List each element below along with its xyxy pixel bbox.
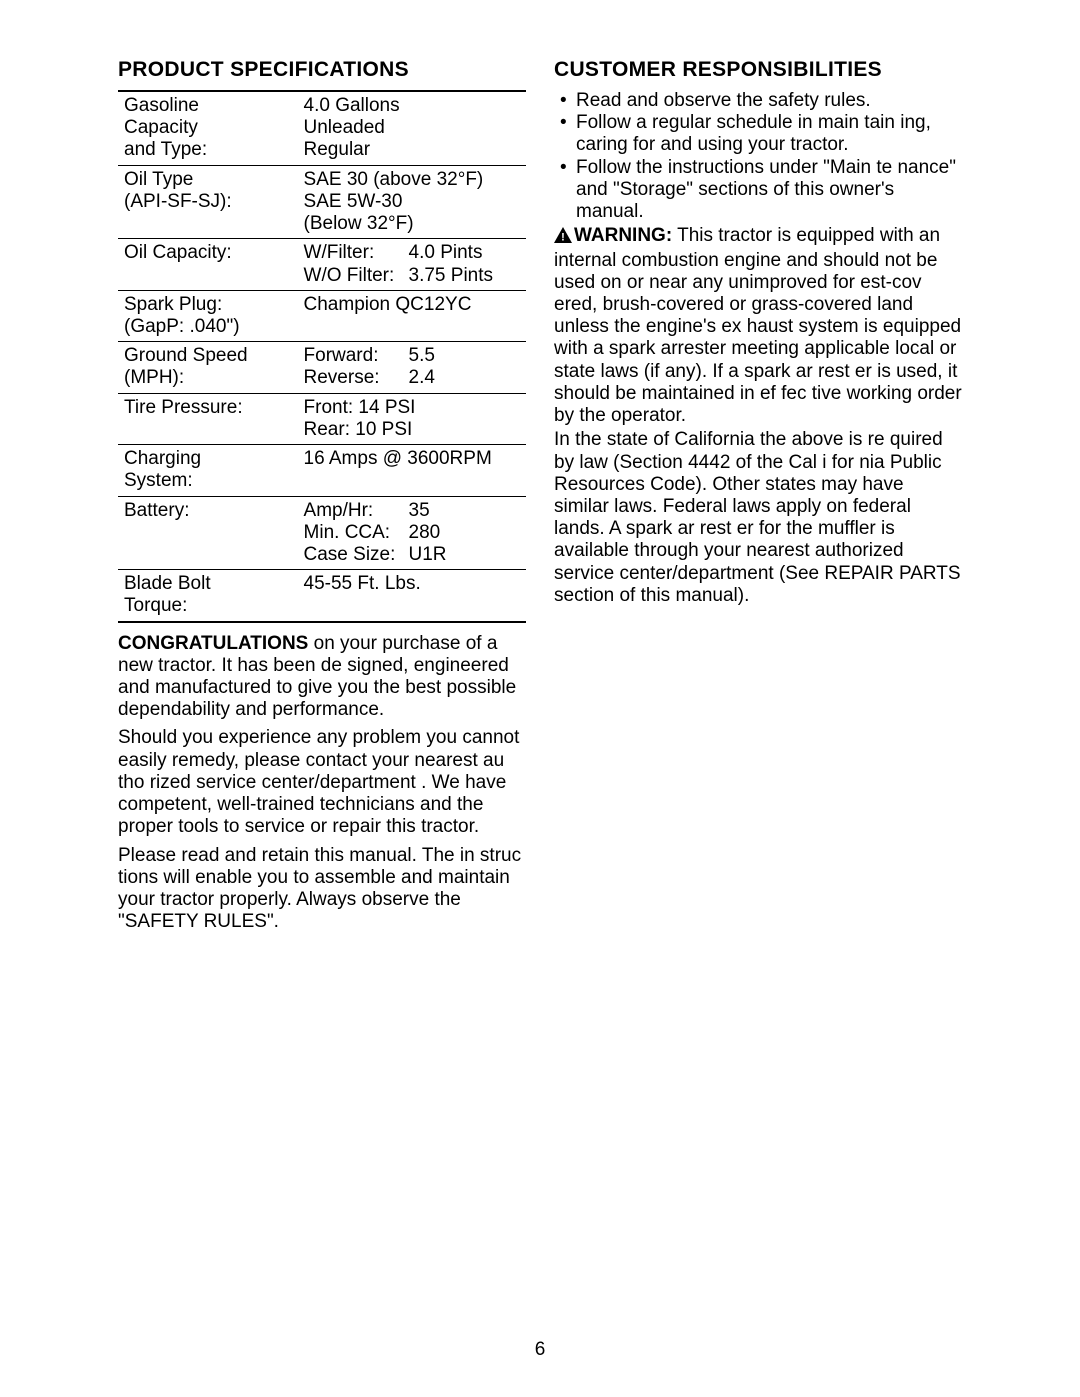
list-item: Follow the instructions under "Main te n…	[554, 157, 962, 224]
spec-label: Blade BoltTorque:	[118, 570, 298, 622]
spec-label: ChargingSystem:	[118, 445, 298, 496]
congrats-label: CONGRATULATIONS	[118, 633, 308, 654]
spec-label: Spark Plug:(GapP: .040")	[118, 290, 298, 341]
spec-label: Oil Type(API-SF-SJ):	[118, 165, 298, 239]
table-row: Spark Plug:(GapP: .040")Champion QC12YC	[118, 290, 526, 341]
spec-value: Amp/Hr:35Min. CCA:280Case Size:U1R	[298, 496, 526, 570]
spec-value: W/Filter:4.0 PintsW/O Filter:3.75 Pints	[298, 239, 526, 290]
spec-value: 45-55 Ft. Lbs.	[298, 570, 526, 622]
spec-label: Battery:	[118, 496, 298, 570]
list-item: Read and observe the safety rules.	[554, 90, 962, 112]
spec-value: Champion QC12YC	[298, 290, 526, 341]
spec-value: 4.0 GallonsUnleadedRegular	[298, 91, 526, 165]
warning-label: WARNING:	[574, 225, 672, 246]
responsibilities-list: Read and observe the safety rules.Follow…	[554, 90, 962, 223]
table-row: Oil Type(API-SF-SJ):SAE 30 (above 32°F)S…	[118, 165, 526, 239]
specs-table: GasolineCapacityand Type:4.0 GallonsUnle…	[118, 90, 526, 623]
spec-value: Front: 14 PSIRear: 10 PSI	[298, 393, 526, 444]
warning-text: This tractor is equipped with an interna…	[554, 225, 962, 426]
page: PRODUCT SPECIFICATIONS GasolineCapacitya…	[0, 0, 1080, 1397]
table-row: Ground Speed(MPH):Forward:5.5Reverse:2.4	[118, 342, 526, 393]
table-row: Tire Pressure:Front: 14 PSIRear: 10 PSI	[118, 393, 526, 444]
spec-label: Oil Capacity:	[118, 239, 298, 290]
responsibilities-heading: CUSTOMER RESPONSIBILITIES	[554, 58, 962, 82]
list-item: Follow a regular schedule in main tain i…	[554, 112, 962, 156]
svg-text:!: !	[561, 232, 565, 244]
specs-table-body: GasolineCapacityand Type:4.0 GallonsUnle…	[118, 91, 526, 622]
table-row: Blade BoltTorque:45-55 Ft. Lbs.	[118, 570, 526, 622]
spec-value: Forward:5.5Reverse:2.4	[298, 342, 526, 393]
page-number: 6	[0, 1339, 1080, 1361]
left-column: PRODUCT SPECIFICATIONS GasolineCapacitya…	[110, 58, 526, 1357]
spec-value: SAE 30 (above 32°F)SAE 5W-30(Below 32°F)	[298, 165, 526, 239]
table-row: Battery:Amp/Hr:35Min. CCA:280Case Size:U…	[118, 496, 526, 570]
right-column: CUSTOMER RESPONSIBILITIES Read and obser…	[554, 58, 970, 1357]
congrats-paragraph: CONGRATULATIONS on your purchase of a ne…	[118, 633, 526, 722]
specs-heading: PRODUCT SPECIFICATIONS	[118, 58, 526, 82]
service-paragraph: Should you experience any problem you ca…	[118, 727, 526, 838]
warning-paragraph: ! WARNING: This tractor is equipped with…	[554, 225, 962, 427]
table-row: GasolineCapacityand Type:4.0 GallonsUnle…	[118, 91, 526, 165]
table-row: ChargingSystem:16 Amps @ 3600RPM	[118, 445, 526, 496]
warning-icon: !	[554, 227, 572, 249]
spec-label: Ground Speed(MPH):	[118, 342, 298, 393]
spec-label: GasolineCapacityand Type:	[118, 91, 298, 165]
retain-manual-paragraph: Please read and retain this manual. The …	[118, 845, 526, 934]
spec-value: 16 Amps @ 3600RPM	[298, 445, 526, 496]
spec-label: Tire Pressure:	[118, 393, 298, 444]
california-paragraph: In the state of California the above is …	[554, 429, 962, 607]
table-row: Oil Capacity:W/Filter:4.0 PintsW/O Filte…	[118, 239, 526, 290]
